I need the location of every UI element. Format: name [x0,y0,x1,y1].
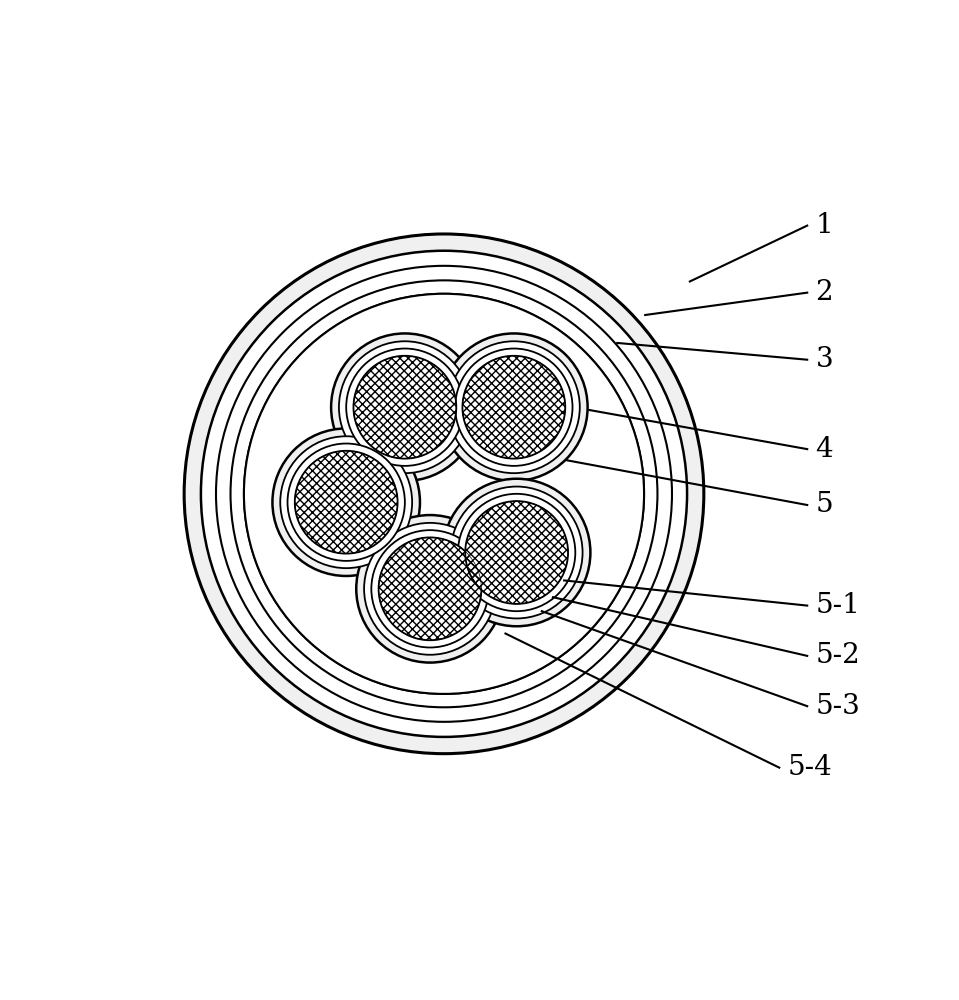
Circle shape [456,349,573,466]
Text: 5-2: 5-2 [815,642,860,669]
Text: 5-3: 5-3 [815,693,860,720]
Circle shape [356,515,503,663]
Circle shape [339,341,471,473]
Circle shape [184,234,704,754]
Text: 1: 1 [815,212,833,239]
Circle shape [451,487,582,618]
Circle shape [462,356,565,459]
Circle shape [448,341,580,473]
Circle shape [272,428,420,576]
Text: 2: 2 [815,279,833,306]
Circle shape [244,294,644,694]
Circle shape [331,333,479,481]
Circle shape [379,537,481,640]
Circle shape [294,451,398,554]
Circle shape [443,479,591,626]
Circle shape [440,333,588,481]
Text: 5-4: 5-4 [787,754,832,781]
Circle shape [364,523,496,655]
Circle shape [288,444,405,561]
Circle shape [230,280,658,707]
Circle shape [200,251,687,737]
Circle shape [465,501,568,604]
Circle shape [346,349,463,466]
Text: 4: 4 [815,436,833,463]
Circle shape [458,494,575,611]
Circle shape [216,266,672,722]
Text: 5: 5 [815,491,833,518]
Circle shape [371,530,489,647]
Circle shape [280,436,412,568]
Circle shape [354,356,456,459]
Text: 5-1: 5-1 [815,592,860,619]
Circle shape [244,294,644,694]
Text: 3: 3 [815,346,833,373]
